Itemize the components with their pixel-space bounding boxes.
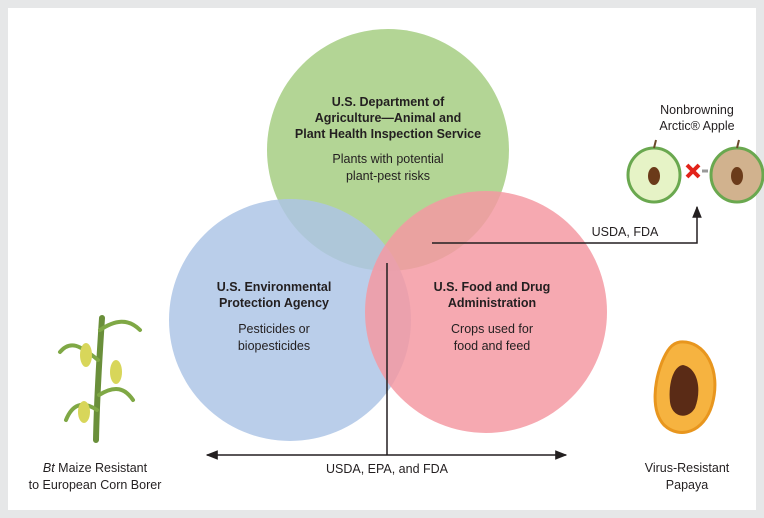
example-label: Arctic® Apple xyxy=(659,119,734,133)
fda-label: U.S. Food and Drug Administration Crops … xyxy=(434,280,551,353)
apple-illustration xyxy=(626,139,764,204)
papaya-illustration xyxy=(653,340,717,434)
title: U.S. Food and Drug xyxy=(434,280,551,294)
arrow-label: USDA, FDA xyxy=(592,225,659,239)
usda-label: U.S. Department of Agriculture—Animal an… xyxy=(295,95,481,183)
epa-label: U.S. Environmental Protection Agency Pes… xyxy=(217,280,332,353)
epa-circle xyxy=(169,199,411,441)
title: Agriculture—Animal and xyxy=(315,111,462,125)
example-label: Nonbrowning xyxy=(660,103,734,117)
scope: Plants with potential xyxy=(332,152,443,166)
example-label: Papaya xyxy=(666,478,708,492)
title: Plant Health Inspection Service xyxy=(295,127,481,141)
scope: Crops used for xyxy=(451,322,533,336)
maize-illustration xyxy=(58,315,142,443)
italic: Bt xyxy=(43,461,55,475)
example-label: Virus-Resistant xyxy=(645,461,730,475)
title: U.S. Department of xyxy=(332,95,445,109)
scope: food and feed xyxy=(454,339,531,353)
rest: Maize Resistant xyxy=(55,461,148,475)
arrows xyxy=(205,205,702,460)
scope: Pesticides or xyxy=(238,322,310,336)
title: Administration xyxy=(448,296,536,310)
title: U.S. Environmental xyxy=(217,280,332,294)
venn xyxy=(169,29,607,441)
scope: biopesticides xyxy=(238,339,310,353)
example-label: Bt Maize Resistant xyxy=(43,461,148,475)
title: Protection Agency xyxy=(219,296,329,310)
arrow-label: USDA, EPA, and FDA xyxy=(326,462,449,476)
scope: plant-pest risks xyxy=(346,169,430,183)
arrow-apple xyxy=(432,205,702,244)
example-label: to European Corn Borer xyxy=(29,478,162,492)
fda-circle xyxy=(365,191,607,433)
